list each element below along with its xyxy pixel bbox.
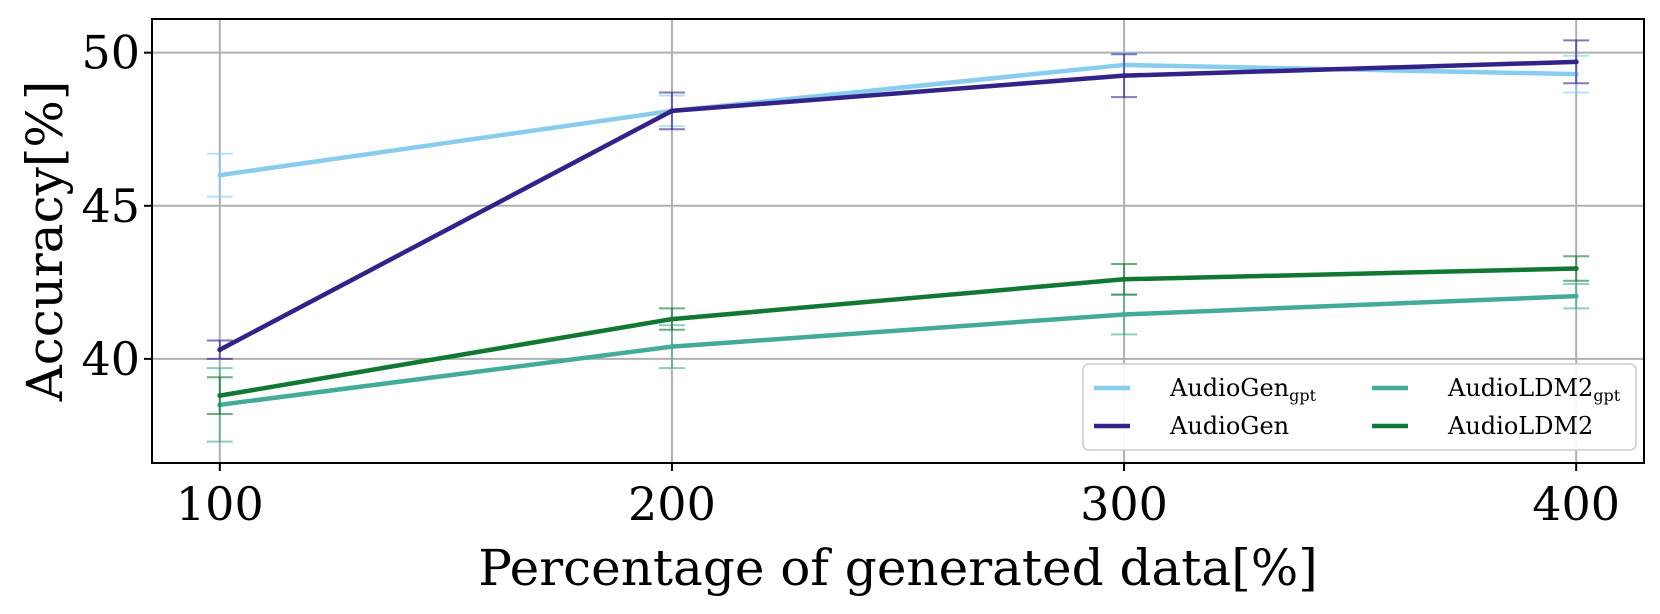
legend-box <box>1082 363 1637 451</box>
x-tick-label-200: 200 <box>628 477 716 531</box>
point-s2-1 <box>669 344 675 350</box>
y-axis-label: Accuracy[%] <box>16 81 74 403</box>
plot-frame <box>151 18 1645 464</box>
series-3 <box>206 255 1590 416</box>
legend-label-subscript-2: gpt <box>1593 386 1620 405</box>
point-s2-2 <box>1121 311 1127 317</box>
x-tick-label-300: 300 <box>1080 477 1168 531</box>
point-s3-0 <box>217 393 223 399</box>
y-tick-label-50: 50 <box>81 26 140 80</box>
legend-label-2: AudioLDM2gpt <box>1447 374 1621 405</box>
x-tick-label-400: 400 <box>1532 477 1620 531</box>
series-line-0 <box>217 62 1579 178</box>
legend-label-3: AudioLDM2 <box>1447 412 1593 440</box>
y-tick-label-45: 45 <box>81 179 140 233</box>
y-tick-label-40: 40 <box>81 332 140 386</box>
point-s1-2 <box>1121 73 1127 79</box>
series-1 <box>206 39 1590 360</box>
series-line-2 <box>217 293 1579 408</box>
point-s1-1 <box>669 108 675 114</box>
point-s2-3 <box>1573 293 1579 299</box>
point-s1-3 <box>1573 59 1579 65</box>
point-s1-0 <box>217 347 223 353</box>
series-0 <box>206 51 1590 198</box>
point-s3-2 <box>1121 276 1127 282</box>
point-s3-1 <box>669 316 675 322</box>
series-line-3 <box>217 266 1579 398</box>
legend-label-1: AudioGen <box>1169 412 1289 440</box>
tick-layer: 100 200 300 400 40 45 50 <box>81 26 1620 531</box>
series-layer <box>206 39 1590 443</box>
legend-label-subscript-0: gpt <box>1289 386 1316 405</box>
x-tick-label-100: 100 <box>176 477 264 531</box>
point-s3-3 <box>1573 266 1579 272</box>
x-axis-label: Percentage of generated data[%] <box>478 539 1318 597</box>
point-s0-0 <box>217 172 223 178</box>
series-line-1 <box>217 59 1579 352</box>
